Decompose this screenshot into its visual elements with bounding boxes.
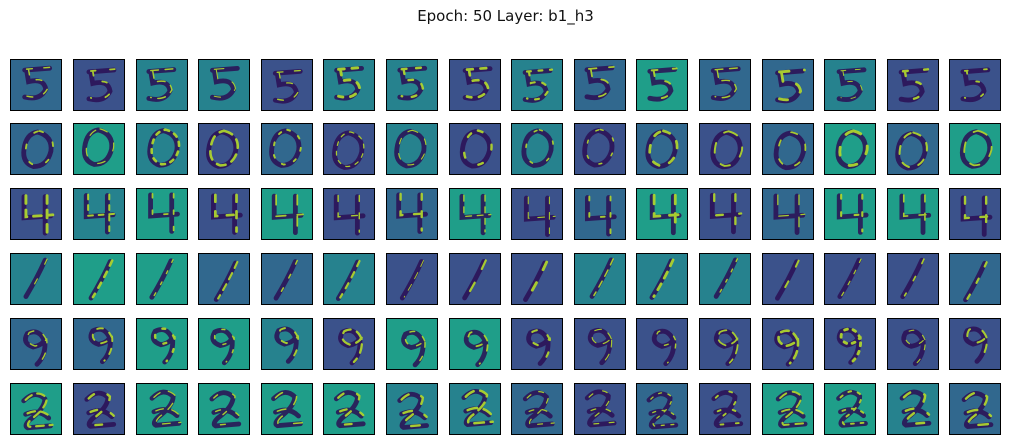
feature-map-cell [449, 383, 501, 435]
feature-map-cell [136, 188, 188, 240]
feature-map-cell [762, 253, 814, 305]
feature-map-cell [824, 318, 876, 370]
feature-map-cell [10, 383, 62, 435]
feature-map-cell [73, 188, 125, 240]
feature-map-cell [949, 123, 1001, 175]
feature-map-cell [699, 383, 751, 435]
feature-map-cell [261, 383, 313, 435]
feature-map-cell [323, 59, 375, 111]
feature-map-cell [449, 253, 501, 305]
feature-map-cell [136, 318, 188, 370]
feature-map-cell [887, 253, 939, 305]
feature-map-cell [824, 383, 876, 435]
feature-map-cell [887, 188, 939, 240]
feature-map-cell [511, 383, 563, 435]
feature-map-cell [73, 318, 125, 370]
feature-map-cell [198, 123, 250, 175]
feature-map-cell [574, 383, 626, 435]
feature-map-cell [10, 123, 62, 175]
feature-map-cell [574, 188, 626, 240]
feature-map-cell [574, 318, 626, 370]
feature-map-cell [449, 318, 501, 370]
feature-map-cell [449, 59, 501, 111]
feature-map-cell [198, 59, 250, 111]
feature-map-cell [511, 318, 563, 370]
feature-map-cell [511, 123, 563, 175]
feature-map-cell [511, 253, 563, 305]
feature-map-cell [73, 253, 125, 305]
feature-map-cell [386, 59, 438, 111]
feature-map-cell [136, 123, 188, 175]
feature-map-cell [636, 123, 688, 175]
feature-map-cell [323, 123, 375, 175]
feature-map-cell [699, 123, 751, 175]
feature-map-cell [762, 59, 814, 111]
feature-map-cell [949, 318, 1001, 370]
feature-map-cell [323, 253, 375, 305]
feature-map-cell [636, 188, 688, 240]
feature-map-cell [762, 383, 814, 435]
feature-map-cell [887, 383, 939, 435]
feature-map-cell [949, 253, 1001, 305]
feature-map-cell [636, 383, 688, 435]
feature-map-cell [699, 318, 751, 370]
feature-map-cell [386, 188, 438, 240]
feature-map-cell [261, 318, 313, 370]
feature-map-cell [198, 383, 250, 435]
feature-map-cell [386, 383, 438, 435]
feature-map-cell [73, 383, 125, 435]
feature-map-cell [136, 59, 188, 111]
feature-map-cell [824, 188, 876, 240]
figure-title: Epoch: 50 Layer: b1_h3 [417, 7, 594, 25]
feature-map-cell [10, 318, 62, 370]
feature-map-cell [73, 123, 125, 175]
feature-map-cell [136, 383, 188, 435]
feature-map-cell [699, 188, 751, 240]
feature-map-cell [887, 318, 939, 370]
feature-map-cell [949, 383, 1001, 435]
feature-map-cell [449, 188, 501, 240]
feature-map-cell [10, 188, 62, 240]
feature-map-cell [699, 253, 751, 305]
feature-map-cell [949, 188, 1001, 240]
feature-map-cell [449, 123, 501, 175]
feature-map-cell [762, 123, 814, 175]
feature-map-cell [511, 59, 563, 111]
feature-map-cell [198, 188, 250, 240]
feature-map-cell [323, 188, 375, 240]
feature-map-cell [10, 253, 62, 305]
feature-map-cell [636, 318, 688, 370]
feature-map-cell [824, 59, 876, 111]
feature-map-cell [636, 253, 688, 305]
feature-map-cell [762, 318, 814, 370]
feature-map-cell [261, 59, 313, 111]
feature-map-cell [198, 318, 250, 370]
feature-map-cell [323, 318, 375, 370]
feature-map-cell [574, 123, 626, 175]
feature-map-cell [386, 123, 438, 175]
feature-map-cell [824, 253, 876, 305]
feature-map-cell [762, 188, 814, 240]
feature-map-cell [261, 123, 313, 175]
feature-map-cell [261, 253, 313, 305]
feature-map-cell [73, 59, 125, 111]
feature-map-cell [824, 123, 876, 175]
feature-map-cell [887, 59, 939, 111]
feature-map-cell [636, 59, 688, 111]
feature-map-cell [699, 59, 751, 111]
feature-map-cell [949, 59, 1001, 111]
feature-map-cell [887, 123, 939, 175]
feature-map-cell [386, 253, 438, 305]
feature-map-cell [198, 253, 250, 305]
feature-map-cell [323, 383, 375, 435]
feature-map-cell [574, 253, 626, 305]
feature-map-cell [261, 188, 313, 240]
feature-map-cell [136, 253, 188, 305]
feature-map-cell [386, 318, 438, 370]
feature-map-cell [10, 59, 62, 111]
feature-map-cell [511, 188, 563, 240]
feature-map-cell [574, 59, 626, 111]
